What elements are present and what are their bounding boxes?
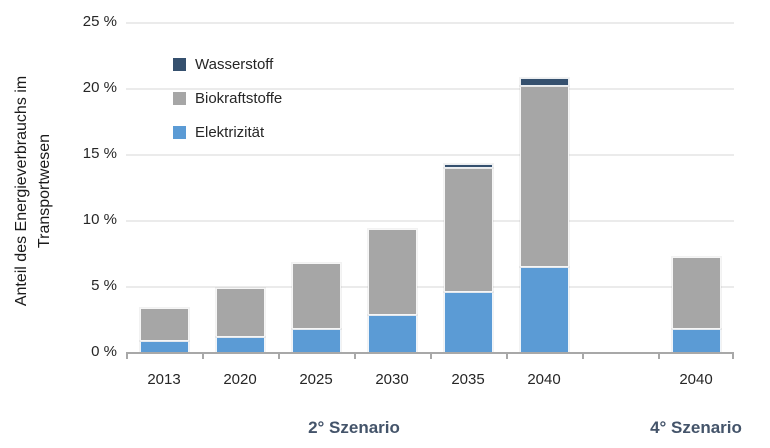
bar-2040-7 (671, 23, 721, 353)
y-tick-label-0: 0 % (91, 343, 117, 360)
y-axis-title: Anteil des Energieverbrauchs im Transpor… (10, 15, 56, 367)
bar-segment-biokraftstoffe (215, 288, 265, 338)
y-tick-label-10: 10 % (82, 211, 117, 228)
bar-segment-biokraftstoffe (367, 228, 417, 315)
group-label-4Szenario: 4° Szenario (650, 418, 742, 437)
bar-2035-4 (443, 23, 493, 353)
bar-segment-elektrizität (443, 292, 493, 353)
x-category-label-2: 2025 (299, 371, 333, 388)
x-category-label-7: 2040 (679, 371, 713, 388)
bar-segment-wasserstoff (519, 78, 569, 87)
bar-segment-elektrizität (215, 337, 265, 353)
legend: Wasserstoff Biokraftstoffe Elektrizität (173, 55, 282, 157)
bar-segment-elektrizität (519, 267, 569, 353)
x-axis-tick (430, 352, 432, 359)
legend-item-wasserstoff: Wasserstoff (173, 55, 282, 73)
plot-area (126, 22, 734, 359)
y-tick-label-5: 5 % (91, 277, 117, 294)
group-label-2Szenario: 2° Szenario (308, 418, 400, 437)
bar-segment-biokraftstoffe (519, 86, 569, 268)
x-category-label-3: 2030 (375, 371, 409, 388)
x-category-label-0: 2013 (147, 371, 181, 388)
bar-2040-5 (519, 23, 569, 353)
x-category-label-1: 2020 (223, 371, 257, 388)
y-axis-title-line1: Anteil des Energieverbrauchs im (13, 75, 30, 307)
x-axis-tick (126, 352, 128, 359)
x-category-label-4: 2035 (451, 371, 485, 388)
legend-label: Elektrizität (195, 123, 265, 141)
gridline-10-percent (126, 220, 734, 222)
x-axis-tick (354, 352, 356, 359)
legend-item-biokraftstoffe: Biokraftstoffe (173, 89, 282, 107)
bar-2030-3 (367, 23, 417, 353)
x-axis-tick (202, 352, 204, 359)
bar-segment-biokraftstoffe (139, 308, 189, 342)
gridline-20-percent (126, 88, 734, 90)
x-axis-tick (582, 352, 584, 359)
bar-segment-elektrizität (291, 329, 341, 353)
legend-label: Wasserstoff (195, 55, 274, 73)
gridline-5-percent (126, 286, 734, 288)
y-tick-label-20: 20 % (82, 79, 117, 96)
y-tick-label-25: 25 % (82, 13, 117, 30)
gridline-15-percent (126, 154, 734, 156)
wasserstoff-swatch-icon (173, 57, 186, 71)
y-axis-title-line2: Transportwesen (36, 133, 53, 249)
biokraftstoffe-swatch-icon (173, 91, 186, 105)
x-axis-tick (658, 352, 660, 359)
legend-label: Biokraftstoffe (195, 89, 283, 107)
bar-segment-biokraftstoffe (671, 256, 721, 330)
x-axis-tick (506, 352, 508, 359)
x-category-label-5: 2040 (527, 371, 561, 388)
legend-item-elektrizitaet: Elektrizität (173, 123, 282, 141)
bar-segment-biokraftstoffe (443, 168, 493, 293)
elektrizitaet-swatch-icon (173, 125, 186, 139)
bar-segment-wasserstoff (443, 164, 493, 169)
bar-segment-elektrizität (671, 329, 721, 353)
x-axis-tick (278, 352, 280, 359)
bar-segment-biokraftstoffe (291, 263, 341, 330)
gridline-25-percent (126, 22, 734, 24)
x-axis-tick (732, 352, 734, 359)
bar-segment-elektrizität (367, 314, 417, 353)
bar-2025-2 (291, 23, 341, 353)
y-tick-label-15: 15 % (82, 145, 117, 162)
